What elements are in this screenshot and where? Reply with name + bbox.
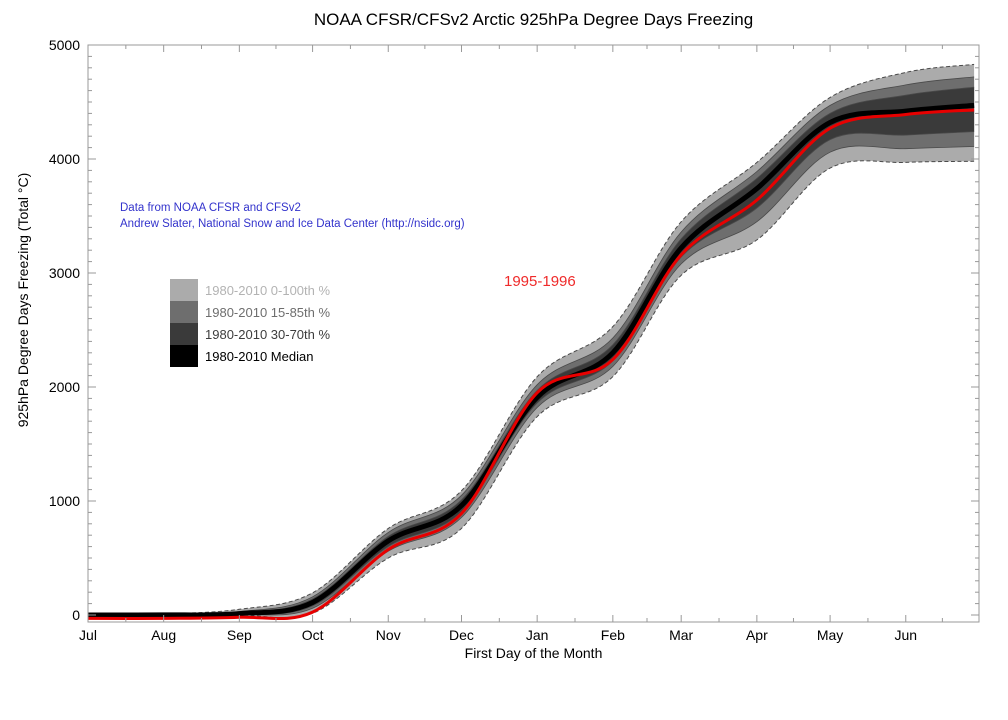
- x-axis-tick-label: Oct: [301, 627, 324, 643]
- x-axis-tick-label: Jul: [79, 627, 97, 643]
- legend-item-label: 1980-2010 0-100th %: [205, 282, 331, 298]
- median-line: [87, 102, 975, 618]
- legend: 1980-2010 0-100th % 1980-2010 15-85th % 19…: [170, 279, 330, 367]
- x-axis-tick-label: Apr: [745, 627, 768, 643]
- chart-title: NOAA CFSR/CFSv2 Arctic 925hPa Degree Day…: [313, 10, 754, 29]
- legend-item-label: 1980-2010 30-70th %: [205, 326, 331, 342]
- legend-item-label: 1980-2010 Median: [205, 348, 314, 364]
- data-source-line1: Data from NOAA CFSR and CFSv2: [120, 202, 301, 214]
- data-source-annotation: Data from NOAA CFSR and CFSv2 Andrew Sla…: [120, 200, 465, 232]
- series-1995-1996-line: [87, 108, 975, 621]
- legend-item: 1980-2010 15-85th %: [170, 301, 330, 323]
- legend-swatch: [170, 301, 198, 323]
- legend-swatch: [170, 345, 198, 367]
- x-axis-tick-label: Jun: [894, 627, 918, 643]
- y-axis-tick-label: 2000: [48, 379, 80, 395]
- y-axis-tick-label: 4000: [48, 151, 80, 167]
- axes-frame: [87, 44, 980, 623]
- x-axis-tick-label: Aug: [151, 627, 177, 643]
- x-axis-tick-label: Sep: [226, 627, 252, 643]
- legend-swatch: [170, 323, 198, 345]
- y-axis-tick-label: 0: [72, 607, 80, 623]
- x-axis-tick-label: Feb: [600, 627, 625, 643]
- y-axis-tick-label: 5000: [48, 37, 80, 53]
- band-edge-p100: [87, 63, 975, 616]
- x-axis-tick-label: Mar: [669, 627, 694, 643]
- x-axis-tick-label: Nov: [375, 627, 401, 643]
- legend-item-label: 1980-2010 15-85th %: [205, 304, 331, 320]
- x-axis-tick-label: Dec: [449, 627, 474, 643]
- legend-item: 1980-2010 30-70th %: [170, 323, 330, 345]
- legend-item: 1980-2010 0-100th %: [170, 279, 330, 301]
- y-axis-tick-label: 3000: [48, 265, 80, 281]
- x-axis-tick-label: Jan: [525, 627, 549, 643]
- legend-swatch: [170, 279, 198, 301]
- season-highlight-label: 1995-1996: [504, 273, 576, 290]
- data-source-line2: Andrew Slater, National Snow and Ice Dat…: [120, 218, 465, 230]
- y-axis-tick-label: 1000: [48, 493, 80, 509]
- x-axis-label: First Day of the Month: [464, 645, 603, 661]
- x-axis-tick-label: May: [816, 627, 844, 643]
- legend-item: 1980-2010 Median: [170, 345, 330, 367]
